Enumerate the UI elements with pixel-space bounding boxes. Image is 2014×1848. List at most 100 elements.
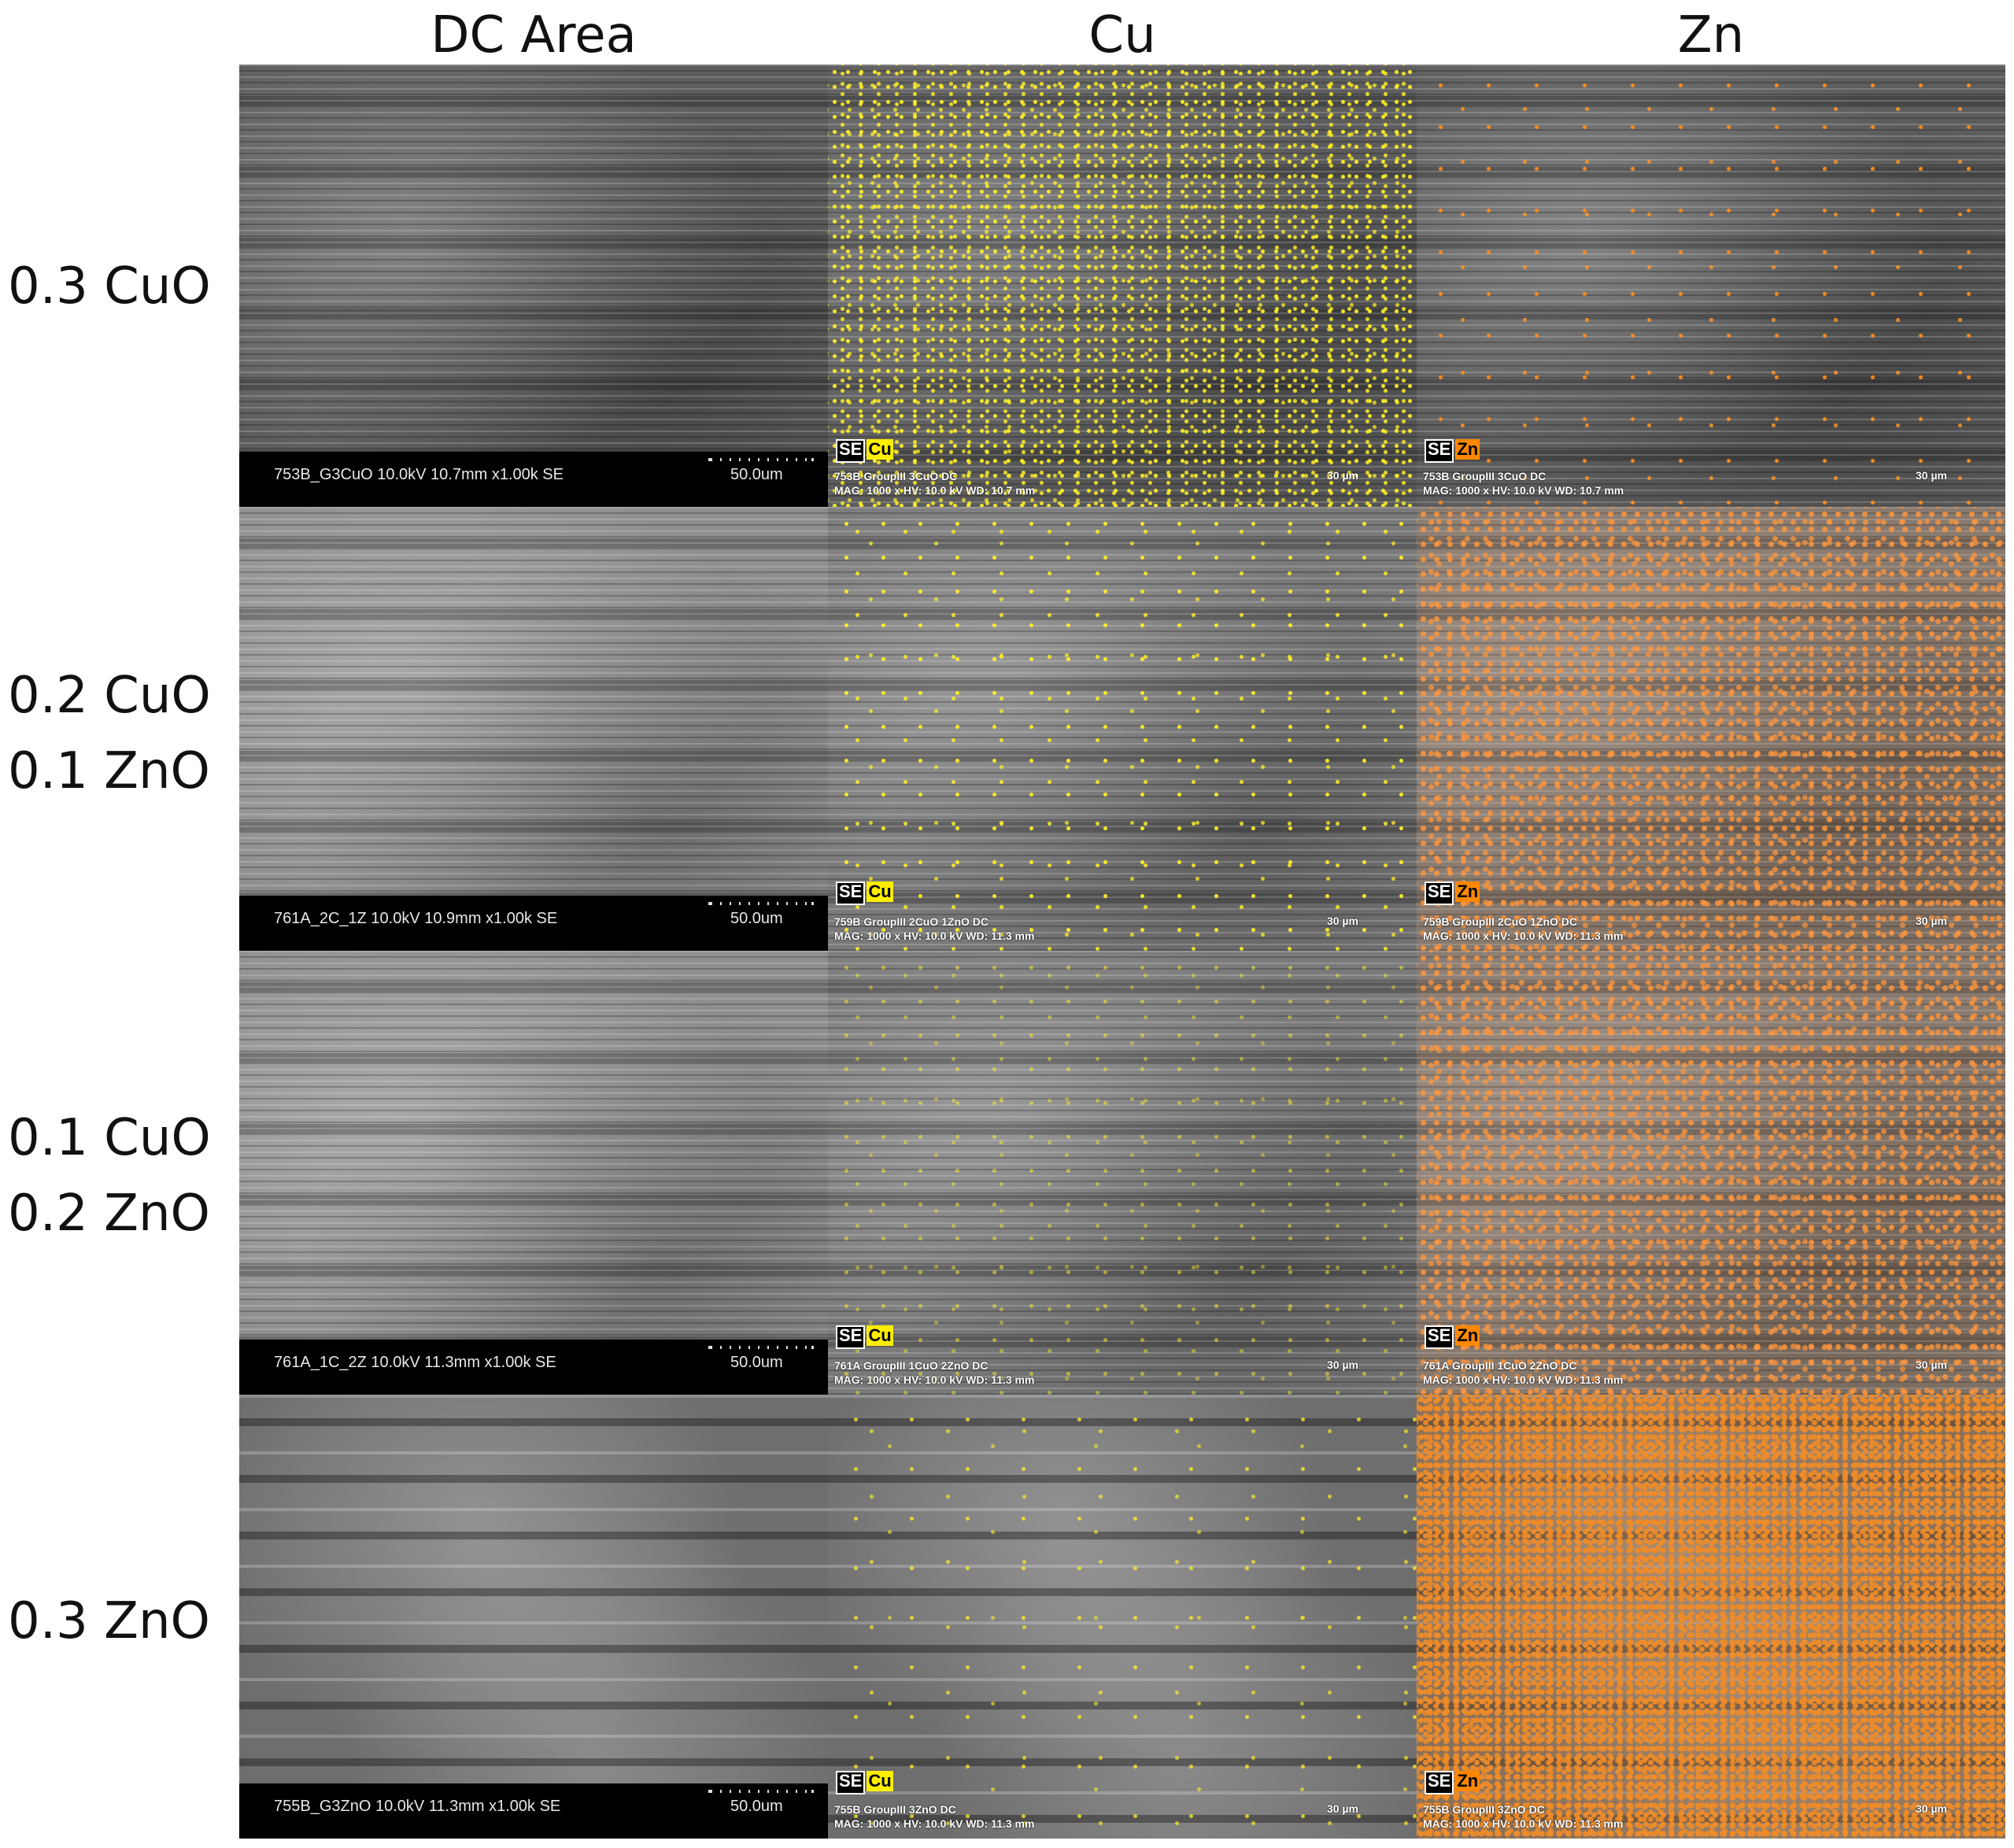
eds-caption: 755B GroupIII 3ZnO DC MAG: 1000 x HV: 10… <box>1423 1802 1623 1831</box>
eds-caption-line: MAG: 1000 x HV: 10.0 kV WD: 10.7 mm <box>834 484 1036 497</box>
sem-sample-id: 761A_2C_1Z 10.0kV 10.9mm x1.00k SE <box>274 910 558 927</box>
cu-signal-dots <box>828 65 1417 507</box>
eds-caption-line: 753B GroupIII 3CuO DC <box>1423 470 1547 482</box>
scale-bar <box>708 902 814 905</box>
eds-scale-label: 30 µm <box>1327 915 1358 927</box>
eds-legend: SE Cu <box>836 1771 893 1794</box>
eds-caption-line: MAG: 1000 x HV: 10.0 kV WD: 11.3 mm <box>1423 1817 1624 1830</box>
zn-signal-dots <box>1417 1395 2005 1839</box>
eds-cu-map-0-3-cuo: SE Cu 753B GroupIII 3CuO DC MAG: 1000 x … <box>828 65 1417 507</box>
sem-image-0-1-cuo-0-2-zno: 761A_1C_2Z 10.0kV 11.3mm x1.00k SE 50.0u… <box>239 951 828 1395</box>
eds-caption-line: 761A GroupIII 1CuO 2ZnO DC <box>834 1359 989 1372</box>
sem-scale-label: 50.0um <box>730 466 783 483</box>
scale-bar <box>708 1346 814 1349</box>
sem-info-bar: 761A_2C_1Z 10.0kV 10.9mm x1.00k SE 50.0u… <box>239 896 828 951</box>
column-header-zn: Zn <box>1677 6 1745 65</box>
cu-signal-dots <box>828 951 1417 1395</box>
column-header-cu: Cu <box>1088 6 1156 65</box>
cu-chip: Cu <box>867 439 893 460</box>
sem-scale-label: 50.0um <box>730 910 783 927</box>
eds-caption: 759B GroupIII 2CuO 1ZnO DC MAG: 1000 x H… <box>834 915 1034 943</box>
eds-caption: 753B GroupIII 3CuO DC MAG: 1000 x HV: 10… <box>1423 469 1624 497</box>
scale-bar <box>708 458 814 461</box>
cu-chip: Cu <box>867 1771 893 1791</box>
sem-sample-id: 753B_G3CuO 10.0kV 10.7mm x1.00k SE <box>274 466 564 483</box>
zn-chip: Zn <box>1455 1771 1480 1791</box>
sem-sample-id: 755B_G3ZnO 10.0kV 11.3mm x1.00k SE <box>274 1798 561 1815</box>
eds-legend: SE Cu <box>836 1325 893 1349</box>
eds-scale-label: 30 µm <box>1327 1802 1358 1815</box>
eds-zn-map-0-2-cuo-0-1-zno: SE Zn 759B GroupIII 2CuO 1ZnO DC MAG: 10… <box>1417 507 2005 951</box>
sem-info-bar: 755B_G3ZnO 10.0kV 11.3mm x1.00k SE 50.0u… <box>239 1783 828 1839</box>
eds-scale-label: 30 µm <box>1327 469 1358 482</box>
cu-signal-dots <box>828 507 1417 951</box>
eds-legend: SE Zn <box>1425 1771 1480 1794</box>
se-chip: SE <box>1425 1325 1454 1349</box>
eds-legend: SE Zn <box>1425 1325 1480 1349</box>
sem-image-0-2-cuo-0-1-zno: 761A_2C_1Z 10.0kV 10.9mm x1.00k SE 50.0u… <box>239 507 828 951</box>
row-label-0-3-cuo: 0.3 CuO <box>8 249 236 324</box>
eds-legend: SE Zn <box>1425 439 1480 463</box>
zn-chip: Zn <box>1455 1325 1480 1346</box>
row-label-0-3-zno: 0.3 ZnO <box>8 1584 236 1659</box>
zn-signal-dots <box>1417 507 2005 951</box>
row-label-line: 0.1 ZnO <box>8 742 210 800</box>
eds-cu-map-0-2-cuo-0-1-zno: SE Cu 759B GroupIII 2CuO 1ZnO DC MAG: 10… <box>828 507 1417 951</box>
row-label-line: 0.3 ZnO <box>8 1592 210 1650</box>
cu-chip: Cu <box>867 1325 893 1346</box>
zn-chip: Zn <box>1455 881 1480 902</box>
eds-caption-line: MAG: 1000 x HV: 10.0 kV WD: 11.3 mm <box>834 1817 1035 1830</box>
eds-caption-line: 761A GroupIII 1CuO 2ZnO DC <box>1423 1359 1577 1372</box>
eds-legend: SE Cu <box>836 881 893 905</box>
eds-zn-map-0-3-zno: SE Zn 755B GroupIII 3ZnO DC MAG: 1000 x … <box>1417 1395 2005 1839</box>
se-chip: SE <box>836 1325 866 1349</box>
zn-signal-dots <box>1417 65 2005 507</box>
row-label-line: 0.2 ZnO <box>8 1185 210 1243</box>
se-chip: SE <box>1425 881 1454 905</box>
eds-cu-map-0-1-cuo-0-2-zno: SE Cu 761A GroupIII 1CuO 2ZnO DC MAG: 10… <box>828 951 1417 1395</box>
sem-image-0-3-cuo: 753B_G3CuO 10.0kV 10.7mm x1.00k SE 50.0u… <box>239 65 828 507</box>
se-chip: SE <box>836 881 866 905</box>
row-label-0-1-cuo-0-2-zno: 0.1 CuO 0.2 ZnO <box>8 1100 236 1251</box>
eds-legend: SE Zn <box>1425 881 1480 905</box>
zn-chip: Zn <box>1455 439 1480 460</box>
row-label-line: 0.3 CuO <box>8 257 211 316</box>
eds-caption: 761A GroupIII 1CuO 2ZnO DC MAG: 1000 x H… <box>834 1358 1034 1387</box>
scale-bar <box>708 1790 814 1793</box>
eds-caption-line: 759B GroupIII 2CuO 1ZnO DC <box>1423 915 1578 928</box>
eds-caption-line: 755B GroupIII 3ZnO DC <box>1423 1803 1545 1816</box>
eds-caption-line: 759B GroupIII 2CuO 1ZnO DC <box>834 915 989 928</box>
eds-scale-label: 30 µm <box>1916 1802 1947 1815</box>
eds-scale-label: 30 µm <box>1916 915 1947 927</box>
eds-scale-label: 30 µm <box>1327 1358 1358 1371</box>
eds-cu-map-0-3-zno: SE Cu 755B GroupIII 3ZnO DC MAG: 1000 x … <box>828 1395 1417 1839</box>
sem-info-bar: 753B_G3CuO 10.0kV 10.7mm x1.00k SE 50.0u… <box>239 452 828 507</box>
eds-caption-line: MAG: 1000 x HV: 10.0 kV WD: 11.3 mm <box>1423 1373 1624 1386</box>
eds-legend: SE Cu <box>836 439 893 463</box>
eds-zn-map-0-3-cuo: SE Zn 753B GroupIII 3CuO DC MAG: 1000 x … <box>1417 65 2005 507</box>
eds-caption-line: 753B GroupIII 3CuO DC <box>834 470 958 482</box>
eds-scale-label: 30 µm <box>1916 1358 1947 1371</box>
eds-caption: 755B GroupIII 3ZnO DC MAG: 1000 x HV: 10… <box>834 1802 1034 1831</box>
cu-chip: Cu <box>867 881 893 902</box>
se-chip: SE <box>836 439 866 463</box>
se-chip: SE <box>836 1771 866 1794</box>
sem-info-bar: 761A_1C_2Z 10.0kV 11.3mm x1.00k SE 50.0u… <box>239 1340 828 1395</box>
eds-caption: 761A GroupIII 1CuO 2ZnO DC MAG: 1000 x H… <box>1423 1358 1623 1387</box>
eds-caption: 753B GroupIII 3CuO DC MAG: 1000 x HV: 10… <box>834 469 1035 497</box>
row-label-line: 0.2 CuO <box>8 667 211 725</box>
eds-caption: 759B GroupIII 2CuO 1ZnO DC MAG: 1000 x H… <box>1423 915 1623 943</box>
zn-signal-dots <box>1417 951 2005 1395</box>
sem-image-0-3-zno: 755B_G3ZnO 10.0kV 11.3mm x1.00k SE 50.0u… <box>239 1395 828 1839</box>
sem-scale-label: 50.0um <box>730 1354 783 1371</box>
eds-scale-label: 30 µm <box>1916 469 1947 482</box>
sem-sample-id: 761A_1C_2Z 10.0kV 11.3mm x1.00k SE <box>274 1354 556 1371</box>
eds-zn-map-0-1-cuo-0-2-zno: SE Zn 761A GroupIII 1CuO 2ZnO DC MAG: 10… <box>1417 951 2005 1395</box>
eds-caption-line: MAG: 1000 x HV: 10.0 kV WD: 11.3 mm <box>834 930 1035 942</box>
se-chip: SE <box>1425 1771 1454 1794</box>
cu-signal-dots <box>828 1395 1417 1839</box>
eds-caption-line: MAG: 1000 x HV: 10.0 kV WD: 11.3 mm <box>1423 930 1624 942</box>
eds-caption-line: MAG: 1000 x HV: 10.0 kV WD: 10.7 mm <box>1423 484 1624 497</box>
se-chip: SE <box>1425 439 1454 463</box>
sem-scale-label: 50.0um <box>730 1798 783 1815</box>
